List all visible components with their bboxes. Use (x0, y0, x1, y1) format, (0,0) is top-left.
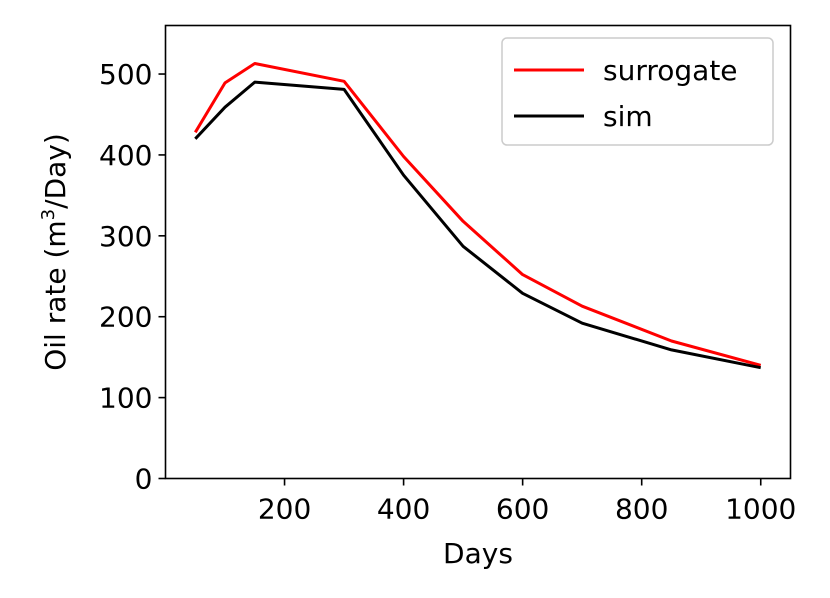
x-tick-label-600: 600 (496, 493, 549, 526)
legend: surrogate sim (501, 37, 774, 146)
y-tick-label-400: 400 (99, 139, 152, 172)
x-tick-label-800: 800 (615, 493, 668, 526)
legend-label-sim: sim (603, 100, 653, 133)
y-tick-label-500: 500 (99, 58, 152, 91)
series-line-sim (194, 80, 761, 370)
axes-frame (164, 24, 792, 480)
y-tick-label-0: 0 (135, 463, 153, 496)
y-axis-label: Oil rate (m3/Day) (38, 133, 72, 371)
y-axis-ticks: 0 100 200 300 400 500 (99, 58, 166, 496)
y-tick-label-100: 100 (99, 382, 152, 415)
series-line-surrogate (194, 62, 762, 367)
y-tick-label-300: 300 (99, 220, 152, 253)
legend-label-surrogate: surrogate (603, 54, 738, 87)
x-tick-label-400: 400 (377, 493, 430, 526)
series-lines (194, 62, 762, 370)
x-tick-label-1000: 1000 (725, 493, 796, 526)
x-axis-label: Days (443, 537, 513, 570)
x-axis-ticks: 200 400 600 800 1000 (258, 478, 796, 526)
x-tick-label-200: 200 (258, 493, 311, 526)
y-tick-label-200: 200 (99, 301, 152, 334)
legend-box (501, 37, 774, 146)
